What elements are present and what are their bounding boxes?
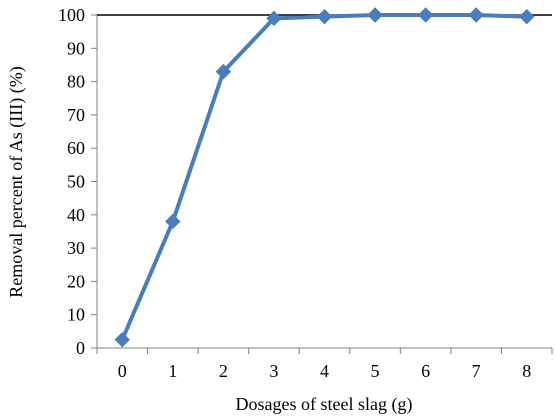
data-point-marker [519,8,535,25]
x-tick-label: 8 [522,361,531,381]
y-tick-label: 60 [67,138,85,158]
y-tick-label: 20 [67,271,85,291]
data-point-marker [114,331,130,348]
x-axis-title: Dosages of steel slag (g) [236,394,413,415]
y-ticks-layer: 0 10 20 30 40 50 60 70 80 90 100 [58,5,97,358]
data-point-marker [468,7,484,23]
series-line [120,13,529,342]
y-tick-label: 30 [67,238,85,258]
x-tick-label: 3 [269,361,278,381]
y-tick-label: 80 [67,72,85,92]
y-tick-label: 50 [67,172,85,192]
x-tick-label: 1 [168,361,177,381]
x-ticks-layer: 0 1 2 3 4 5 6 7 8 [96,348,553,381]
data-point-marker [367,7,383,23]
data-point-marker [266,10,282,27]
x-tick-label: 7 [472,361,481,381]
x-tick-label: 5 [371,361,380,381]
y-tick-label: 10 [67,305,85,325]
data-point-marker [215,63,232,80]
y-tick-label: 40 [67,205,85,225]
series-layer [114,7,535,348]
x-tick-label: 4 [320,361,329,381]
data-point-marker [316,8,333,25]
x-tick-label: 2 [219,361,228,381]
y-tick-label: 0 [76,338,85,358]
axes-layer [96,14,552,349]
data-point-marker [165,213,181,230]
data-point-marker [417,7,434,23]
x-tick-label: 6 [421,361,430,381]
y-tick-label: 90 [67,38,85,58]
x-tick-label: 0 [118,361,127,381]
y-tick-label: 70 [67,105,85,125]
y-tick-label: 100 [58,5,85,25]
y-axis-title: Removal percent of As (III) (%) [6,66,27,297]
